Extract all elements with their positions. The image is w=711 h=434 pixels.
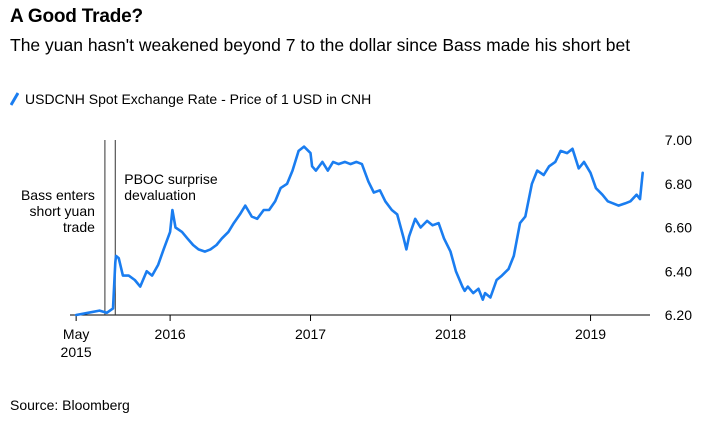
- chart-subtitle: The yuan hasn't weakened beyond 7 to the…: [10, 35, 631, 55]
- annotation-label: PBOC surprise devaluation: [124, 171, 218, 203]
- x-tick-label: 2018: [435, 326, 466, 342]
- line-chart: 6.20 6.40 6.60 6.80 7.00 May 2015 2016 2017 2018 2…: [21, 132, 692, 360]
- y-tick-label: 6.60: [665, 220, 692, 236]
- series-line-usdcnh: [74, 145, 645, 317]
- legend-swatch-icon: [10, 91, 19, 107]
- x-tick-label: 2019: [575, 326, 606, 342]
- legend-label: USDCNH Spot Exchange Rate - Price of 1 U…: [25, 91, 372, 107]
- x-tick-label: 2017: [295, 326, 326, 342]
- chart-title: A Good Trade?: [10, 6, 143, 27]
- y-tick-label: 7.00: [665, 132, 692, 148]
- y-tick-label: 6.40: [665, 263, 692, 279]
- x-tick-label: May 2015: [61, 326, 92, 360]
- y-tick-label: 6.20: [665, 307, 692, 323]
- y-tick-label: 6.80: [665, 176, 692, 192]
- x-tick-label: 2016: [155, 326, 186, 342]
- annotation-label: Bass enters short yuan trade: [21, 187, 95, 235]
- legend: USDCNH Spot Exchange Rate - Price of 1 U…: [10, 91, 371, 107]
- source-note: Source: Bloomberg: [10, 397, 130, 413]
